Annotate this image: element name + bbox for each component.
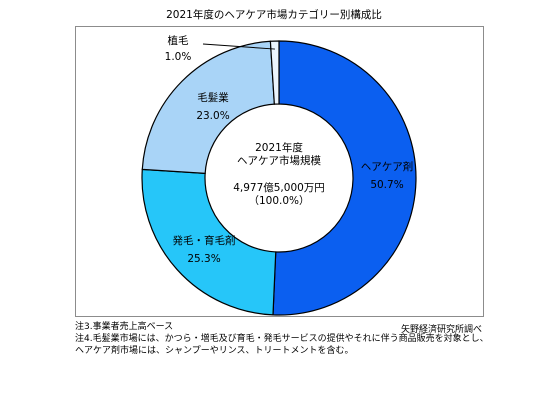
- center-text-line-3: （100.0%）: [248, 195, 309, 207]
- center-text-line-1: ヘアケア市場規模: [237, 154, 321, 167]
- slice-value-label-3: 1.0%: [165, 51, 192, 63]
- note-4-line-1: 注4.毛髪業市場には、かつら・増毛及び育毛・発毛サービスの提供やそれに伴う商品販…: [75, 334, 489, 344]
- slice-name-label-2: 毛髪業: [197, 91, 229, 104]
- slice-value-label-0: 50.7%: [370, 179, 403, 191]
- note-3: 注3.事業者売上高ベース: [75, 322, 174, 332]
- note-4-line-2: ヘアケア剤市場には、シャンプーやリンス、トリートメントを含む。: [75, 346, 354, 356]
- source-credit: 矢野経済研究所調べ: [400, 325, 482, 335]
- donut-slice-0: [272, 40, 417, 316]
- center-text-line-0: 2021年度: [255, 141, 303, 154]
- slice-value-label-1: 25.3%: [187, 253, 220, 265]
- chart-title: 2021年度のヘアケア市場カテゴリー別構成比: [166, 9, 382, 21]
- donut-slice-1: [141, 168, 277, 316]
- slice-name-label-1: 発毛・育毛剤: [173, 234, 236, 247]
- chart-frame: [75, 26, 484, 317]
- center-text-line-2: 4,977億5,000万円: [233, 181, 325, 194]
- donut-slice-3: [269, 40, 280, 105]
- slice-value-label-2: 23.0%: [196, 110, 229, 122]
- donut-slice-2: [141, 40, 275, 174]
- leader-line: [202, 43, 275, 50]
- slice-name-label-0: ヘアケア剤: [361, 160, 414, 173]
- slice-name-label-3: 植毛: [168, 34, 189, 47]
